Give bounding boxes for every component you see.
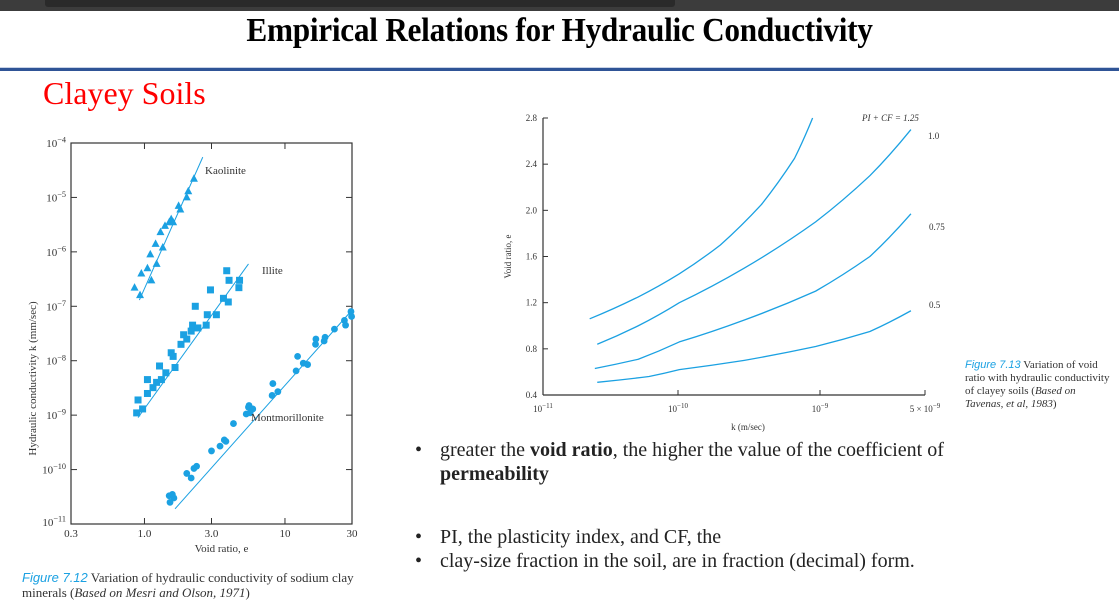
bullet-icon: • — [415, 550, 423, 572]
svg-text:2.8: 2.8 — [526, 113, 538, 123]
figure-source: Based on Mesri and Olson, 1971 — [74, 585, 246, 600]
svg-text:10−11: 10−11 — [533, 402, 553, 414]
svg-text:10−11: 10−11 — [42, 515, 66, 529]
left-chart-data: Kaolinite Illite Montmorillonite — [130, 156, 355, 510]
svg-text:2.0: 2.0 — [526, 205, 538, 215]
right-chart-axes: 0.4 0.8 1.2 1.6 2.0 2.4 2.8 10−11 10−10 10−9 5 × 1… — [503, 113, 941, 432]
svg-text:1.0: 1.0 — [138, 528, 152, 540]
bullet-icon: • — [415, 439, 423, 461]
svg-text:10−10: 10−10 — [668, 402, 688, 414]
curve-1 — [597, 129, 912, 345]
svg-text:2.4: 2.4 — [526, 159, 538, 169]
bullet-text: greater the void ratio, the higher the v… — [440, 439, 944, 485]
svg-text:0.3: 0.3 — [64, 528, 78, 540]
bullet-text: clay-size fraction in the soil, are in f… — [440, 550, 915, 572]
slide-subtitle: Clayey Soils — [43, 75, 206, 111]
left-chart-axes: 0.3 1.0 3.0 10 30 10−11 10−10 10−9 10−8 10−7 10−6 1… — [27, 136, 358, 555]
figure-7-12-caption: Figure 7.12 Variation of hydraulic condu… — [22, 570, 354, 600]
series-illite — [133, 263, 249, 418]
figure-label: Figure 7.13 — [965, 359, 1021, 371]
title-rule — [0, 68, 1119, 71]
svg-text:Void ratio, e: Void ratio, e — [195, 543, 249, 555]
svg-text:10: 10 — [279, 528, 291, 540]
svg-text:10−8: 10−8 — [46, 353, 66, 367]
svg-text:1.6: 1.6 — [526, 252, 538, 262]
slide-title: Empirical Relations for Hydraulic Conduc… — [246, 12, 873, 49]
curve-2 — [594, 213, 912, 370]
svg-text:1.0: 1.0 — [928, 131, 940, 141]
window-top-bar — [0, 0, 1119, 11]
svg-text:0.8: 0.8 — [526, 344, 538, 354]
svg-text:30: 30 — [347, 528, 359, 540]
title-rule-highlight — [0, 67, 1119, 68]
svg-text:10−4: 10−4 — [46, 136, 66, 150]
svg-text:0.5: 0.5 — [929, 300, 941, 310]
svg-text:k (m/sec): k (m/sec) — [731, 422, 765, 432]
svg-text:Montmorillonite: Montmorillonite — [251, 412, 324, 424]
curve-3 — [597, 310, 912, 383]
svg-text:3.0: 3.0 — [205, 528, 219, 540]
bullet-icon: • — [415, 526, 423, 548]
svg-text:0.4: 0.4 — [526, 390, 538, 400]
window-tab-strip — [45, 0, 675, 7]
figure-7-13-caption: Figure 7.13 Variation of void ratio with… — [965, 359, 1110, 410]
svg-text:Hydraulic conductivity k (mm/s: Hydraulic conductivity k (mm/sec) — [27, 301, 39, 456]
svg-text:1.2: 1.2 — [526, 298, 537, 308]
svg-text:10−7: 10−7 — [46, 299, 66, 313]
svg-text:0.75: 0.75 — [929, 222, 945, 232]
bullet-list-1: • greater the void ratio, the higher the… — [415, 438, 975, 486]
curve-0 — [589, 117, 814, 320]
svg-text:10−9: 10−9 — [812, 402, 829, 414]
svg-text:10−6: 10−6 — [46, 244, 66, 258]
svg-text:Void ratio, e: Void ratio, e — [503, 234, 513, 278]
bullet-item: • PI, the plasticity index, and CF, the — [415, 525, 1015, 549]
svg-text:10−9: 10−9 — [46, 408, 66, 422]
svg-text:PI + CF = 1.25: PI + CF = 1.25 — [861, 113, 919, 123]
right-chart-data: PI + CF = 1.25 1.0 0.75 0.5 — [589, 113, 945, 383]
figure-source: Based on Tavenas, et al, 1983 — [965, 385, 1076, 410]
bullet-item: • clay-size fraction in the soil, are in… — [415, 549, 1015, 573]
series-montmorillonite — [165, 308, 355, 510]
chart-hydraulic-conductivity-vs-void-ratio: 0.3 1.0 3.0 10 30 10−11 10−10 10−9 10−8 10−7 10−6 1… — [27, 136, 358, 555]
bullet-item: • greater the void ratio, the higher the… — [415, 438, 975, 486]
svg-text:Illite: Illite — [262, 265, 283, 277]
svg-text:10−10: 10−10 — [42, 462, 66, 476]
bullet-text: PI, the plasticity index, and CF, the — [440, 526, 722, 548]
series-kaolinite — [130, 156, 204, 301]
figure-label: Figure 7.12 — [22, 570, 88, 585]
svg-text:5 × 10−9: 5 × 10−9 — [910, 402, 941, 414]
chart-void-ratio-vs-k: 0.4 0.8 1.2 1.6 2.0 2.4 2.8 10−11 10−10 10−9 5 × 1… — [503, 113, 945, 432]
svg-text:Kaolinite: Kaolinite — [205, 165, 246, 177]
bullet-list-2: • PI, the plasticity index, and CF, the … — [415, 525, 1015, 573]
svg-text:10−5: 10−5 — [46, 190, 66, 204]
